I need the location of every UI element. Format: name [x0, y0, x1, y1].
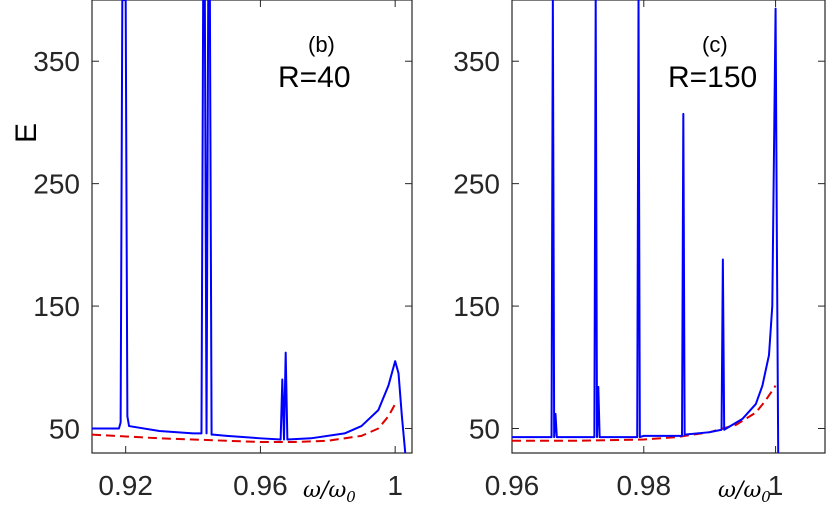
x-variable-main: ω/ω [303, 478, 346, 503]
x-tick-label: 1 [768, 470, 784, 501]
x-variable-sub: 0 [346, 488, 356, 506]
panel-c: 50 150 250 350 0.96 0.98 1 (c) R=150 ω/ω0 [453, 0, 826, 506]
plot-frame [91, 0, 413, 454]
y-tick-label: 250 [453, 169, 500, 200]
x-tick-label: 0.96 [233, 470, 288, 501]
series-line-solid [512, 0, 780, 453]
panel-label: (b) [308, 32, 335, 57]
x-tick-label: 0.92 [98, 470, 153, 501]
x-tick-label: 0.96 [485, 470, 540, 501]
r-annotation: R=40 [278, 61, 351, 94]
x-variable-main: ω/ω [718, 478, 761, 503]
tick-group [511, 0, 825, 453]
y-tick-label: 150 [453, 291, 500, 322]
y-tick-label: 350 [453, 46, 500, 77]
panel-label: (c) [702, 32, 728, 57]
y-tick-label: 150 [33, 291, 80, 322]
y-tick-label: 250 [33, 169, 80, 200]
series-group [512, 0, 780, 453]
tick-label-group: 50 150 250 350 0.96 0.98 1 [453, 46, 783, 501]
x-variable-sub: 0 [761, 488, 771, 506]
y-axis-label: E [10, 123, 43, 143]
series-line-solid [92, 0, 407, 453]
panel-b: 50 150 250 350 0.92 0.96 1 (b) R=40 ω/ω0 [33, 0, 413, 506]
tick-label-group: 50 150 250 350 0.92 0.96 1 [33, 46, 403, 501]
x-tick-label: 1 [387, 470, 403, 501]
series-group [92, 0, 407, 453]
y-tick-label: 350 [33, 46, 80, 77]
x-variable-label: ω/ω0 [718, 478, 771, 506]
x-variable-label: ω/ω0 [303, 478, 356, 506]
series-line-dashed [92, 403, 397, 443]
x-tick-label: 0.98 [617, 470, 672, 501]
y-tick-label: 50 [469, 414, 500, 445]
y-tick-label: 50 [49, 414, 80, 445]
tick-group [92, 0, 412, 453]
r-annotation: R=150 [668, 61, 757, 94]
